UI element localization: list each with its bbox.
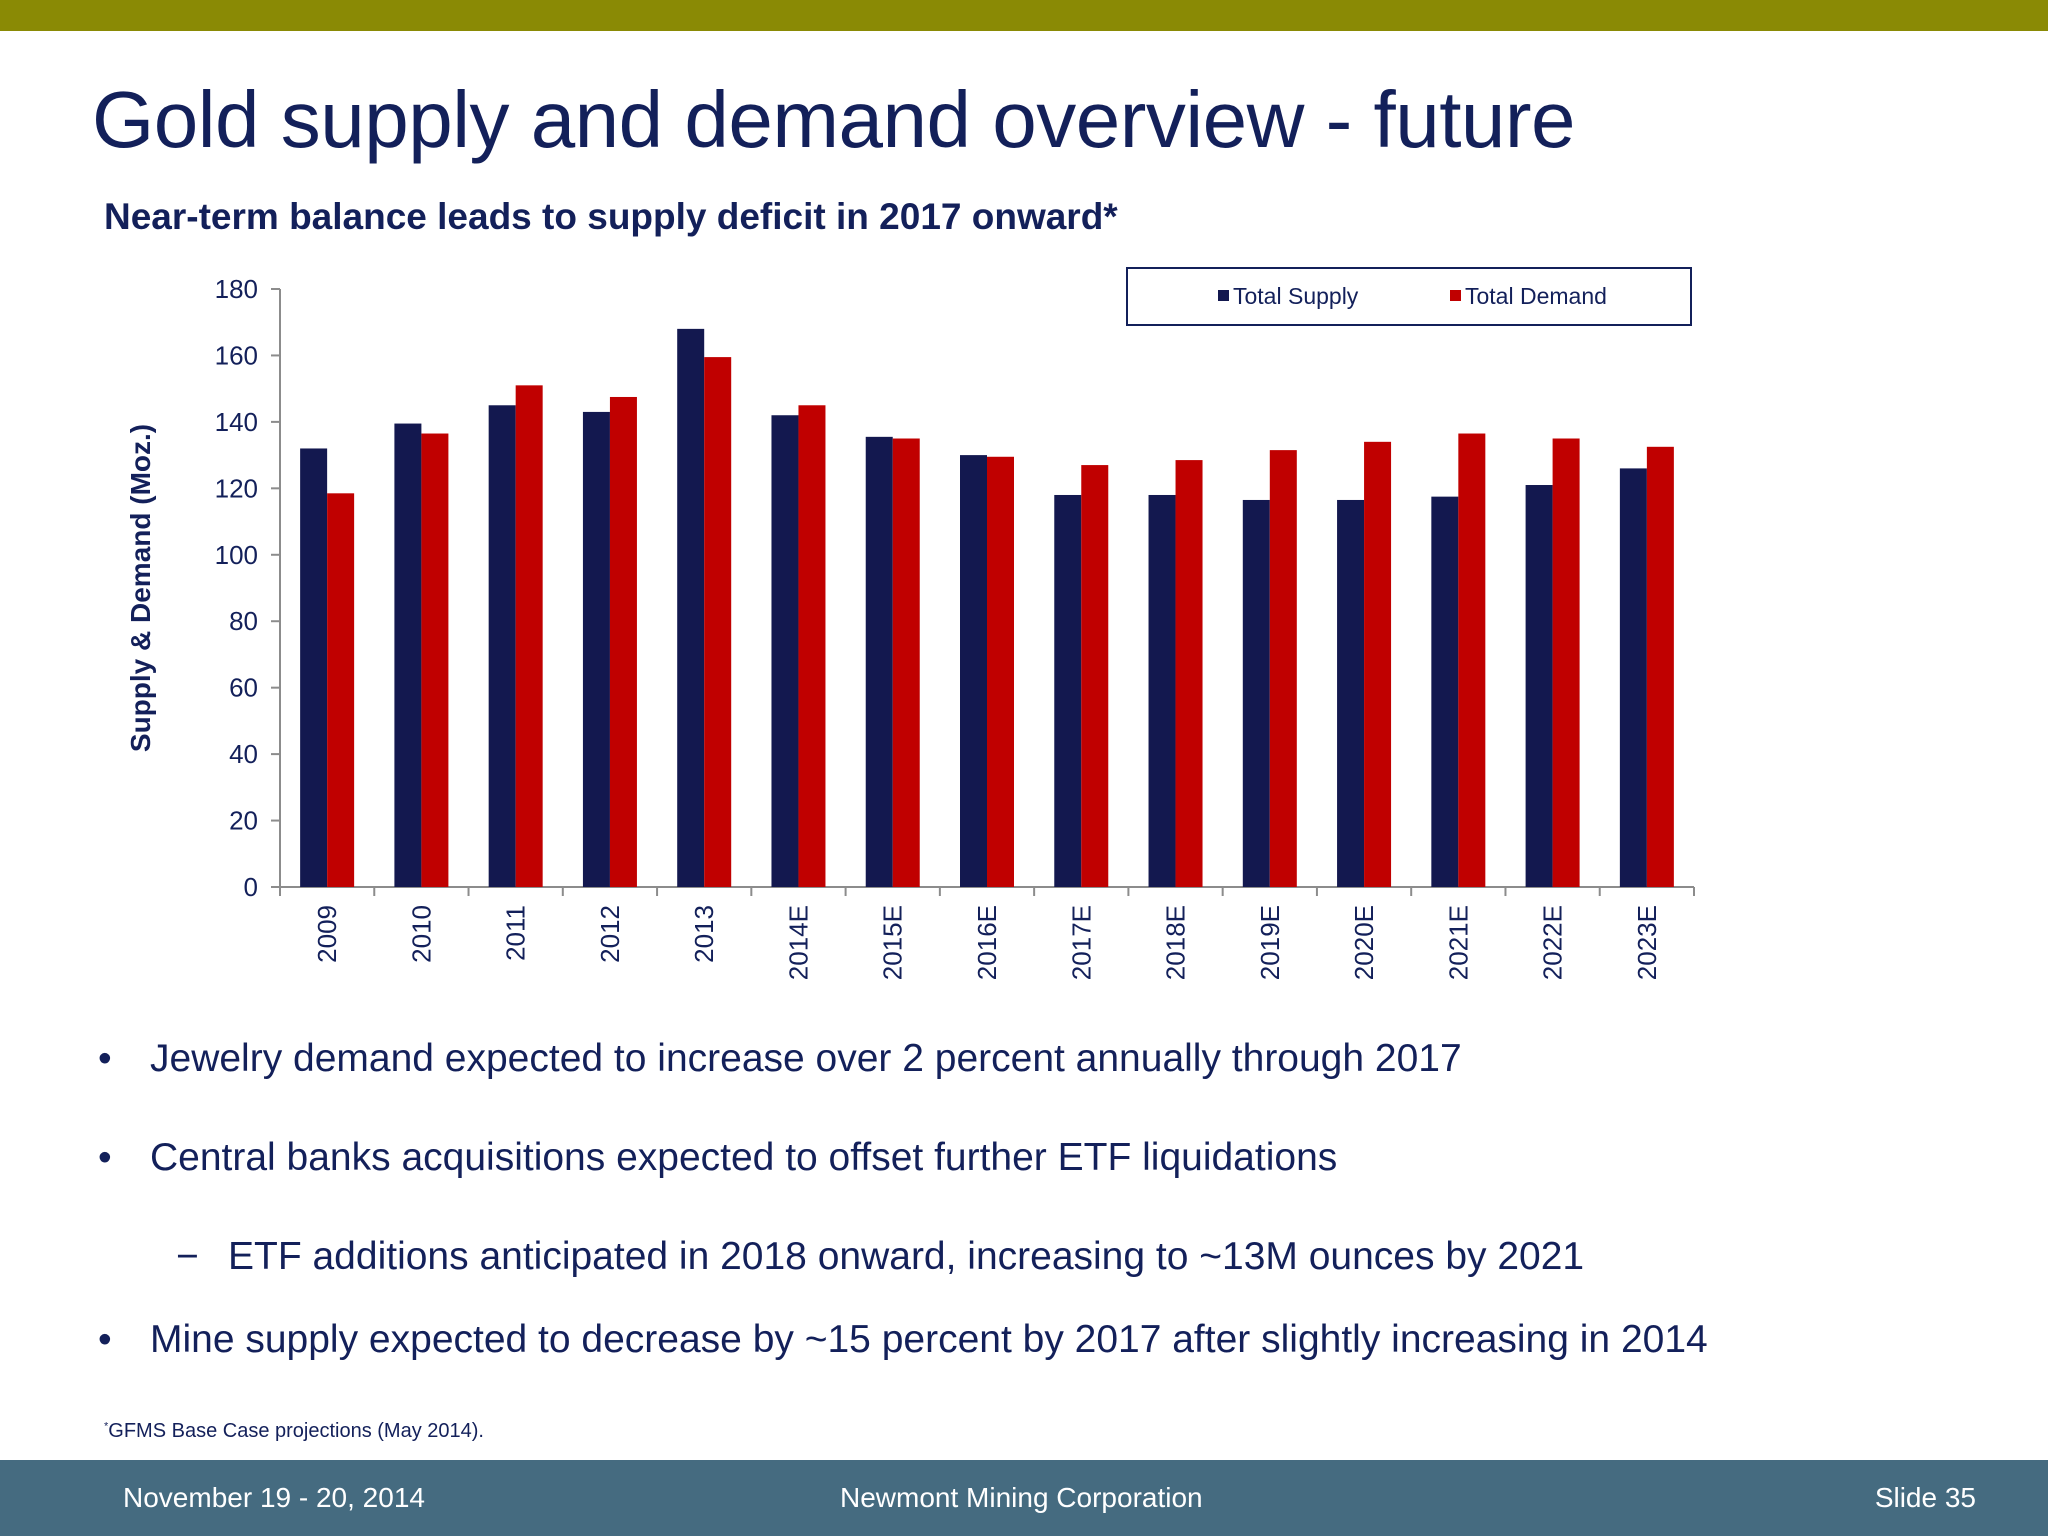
- supply-bar: [1337, 499, 1365, 887]
- bullet-marker: •: [98, 1318, 112, 1361]
- supply-bar: [394, 423, 422, 887]
- footer-bar: November 19 - 20, 2014 Newmont Mining Co…: [0, 1460, 2048, 1536]
- y-tick-label: 160: [215, 340, 258, 370]
- slide-subtitle: Near-term balance leads to supply defici…: [104, 196, 1118, 237]
- x-tick-label: 2020E: [1349, 905, 1379, 980]
- demand-bar: [987, 456, 1014, 887]
- y-tick-label: 140: [215, 407, 258, 437]
- supply-bar: [1242, 499, 1270, 887]
- y-tick-label: 80: [229, 606, 258, 636]
- y-tick-label: 60: [229, 673, 258, 703]
- y-tick-label: 20: [229, 806, 258, 836]
- y-tick-label: 180: [215, 274, 258, 304]
- demand-bar: [704, 357, 732, 887]
- footnote-text: GFMS Base Case projections (May 2014).: [108, 1420, 484, 1442]
- demand-bar: [1081, 465, 1109, 887]
- top-accent-bar: [0, 0, 2048, 31]
- bars: [300, 328, 1674, 887]
- x-tick-label: 2009: [312, 905, 342, 963]
- demand-bar: [515, 385, 543, 887]
- x-tick-label: 2011: [501, 905, 531, 961]
- x-tick-label: 2016E: [972, 905, 1002, 980]
- x-tick-label: 2010: [406, 905, 436, 963]
- supply-bar: [1431, 496, 1459, 887]
- x-tick-label: 2013: [689, 905, 719, 963]
- demand-bar: [1175, 460, 1203, 887]
- bullet-item: • Mine supply expected to decrease by ~1…: [98, 1318, 1708, 1362]
- x-tick-label: 2023E: [1632, 905, 1662, 980]
- demand-bar: [609, 396, 637, 887]
- demand-bar: [1552, 438, 1580, 887]
- supply-demand-chart: 0 20 40 60 80 100 120 140 160 180 2009 2010 2011 201…: [125, 267, 1695, 980]
- demand-bar: [1364, 441, 1392, 887]
- y-axis-title: Supply & Demand (Moz.): [125, 424, 156, 752]
- x-tick-label: 2018E: [1161, 905, 1191, 980]
- legend-swatch: [1450, 290, 1461, 301]
- x-tick-label: 2017E: [1066, 905, 1096, 980]
- bullet-marker: •: [98, 1136, 112, 1179]
- supply-bar: [677, 328, 705, 887]
- footer-slide-number: Slide 35: [1874, 1482, 1976, 1513]
- supply-bar: [1619, 468, 1647, 887]
- supply-bar: [1148, 494, 1176, 887]
- x-tick-label: 2022E: [1538, 905, 1568, 980]
- supply-bar: [300, 448, 328, 887]
- supply-bar: [771, 415, 799, 887]
- y-tick-label: 120: [215, 473, 258, 503]
- footnote: *GFMS Base Case projections (May 2014).: [104, 1420, 484, 1443]
- x-axis: 2009 2010 2011 2012 2013 2014E 2015E 2016E 2017E…: [279, 886, 1695, 980]
- bullet-marker: •: [98, 1037, 112, 1080]
- footnote-marker: *: [104, 1420, 109, 1433]
- legend-label: Total Demand: [1465, 283, 1607, 309]
- x-tick-label: 2021E: [1443, 905, 1473, 980]
- demand-bar: [1269, 450, 1297, 887]
- demand-bar: [1646, 446, 1674, 887]
- x-tick-label: 2014E: [783, 905, 813, 980]
- y-tick-label: 0: [244, 872, 258, 902]
- demand-bar: [1458, 433, 1486, 887]
- legend: Total Supply Total Demand: [1126, 267, 1692, 326]
- bullet-text: Mine supply expected to decrease by ~15 …: [150, 1318, 1708, 1361]
- legend-swatch: [1218, 290, 1229, 301]
- x-tick-label: 2019E: [1255, 905, 1285, 980]
- supply-bar: [1054, 494, 1082, 887]
- legend-label: Total Supply: [1233, 283, 1359, 309]
- slide-title: Gold supply and demand overview - future: [92, 75, 1576, 164]
- bullet-text: Jewelry demand expected to increase over…: [150, 1037, 1462, 1080]
- y-tick-label: 40: [229, 739, 258, 769]
- supply-bar: [960, 455, 987, 887]
- demand-bar: [798, 405, 826, 887]
- sub-bullet-item: − ETF additions anticipated in 2018 onwa…: [176, 1235, 1585, 1279]
- demand-bar: [421, 433, 449, 887]
- footer-company: Newmont Mining Corporation: [840, 1482, 1203, 1513]
- x-tick-label: 2015E: [878, 905, 908, 980]
- y-tick-label: 100: [215, 540, 258, 570]
- demand-bar: [892, 438, 920, 887]
- bullet-item: • Central banks acquisitions expected to…: [98, 1136, 1338, 1180]
- bullet-text: Central banks acquisitions expected to o…: [150, 1136, 1338, 1179]
- footer-date: November 19 - 20, 2014: [123, 1482, 425, 1513]
- supply-bar: [1525, 485, 1553, 887]
- sub-bullet-marker: −: [176, 1235, 199, 1278]
- bullet-text: ETF additions anticipated in 2018 onward…: [228, 1235, 1585, 1278]
- demand-bar: [327, 493, 355, 887]
- y-axis: 0 20 40 60 80 100 120 140 160 180: [215, 274, 281, 902]
- x-tick-label: 2012: [595, 905, 625, 963]
- supply-bar: [582, 411, 610, 887]
- bullet-item: • Jewelry demand expected to increase ov…: [98, 1037, 1462, 1081]
- supply-bar: [865, 436, 893, 887]
- supply-bar: [488, 405, 516, 887]
